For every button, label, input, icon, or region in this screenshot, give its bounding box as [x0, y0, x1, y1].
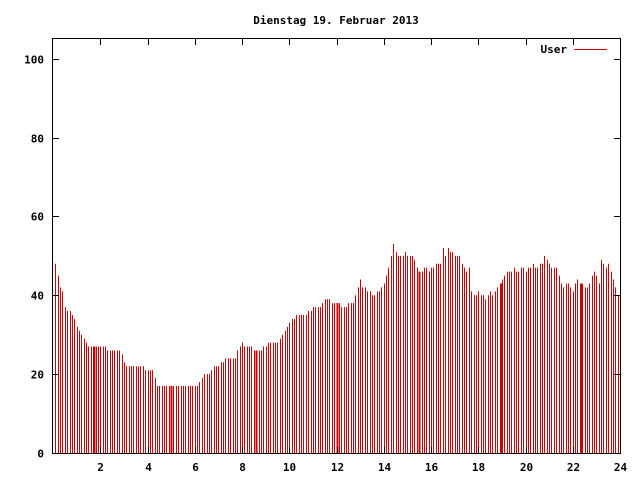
chart-title: Dienstag 19. Februar 2013 — [253, 14, 419, 27]
x-tick-label-14: 14 — [378, 461, 392, 474]
y-tick-label-80: 80 — [31, 133, 44, 146]
x-tick-label-8: 8 — [239, 461, 246, 474]
plot-frame — [52, 38, 621, 454]
y-tick-label-20: 20 — [31, 369, 44, 382]
y-tick-label-0: 0 — [37, 448, 44, 461]
legend: User — [541, 43, 607, 56]
x-tick-label-10: 10 — [283, 461, 296, 474]
spikes-group — [93, 271, 583, 453]
x-tick-label-2: 2 — [97, 461, 104, 474]
x-tick-label-12: 12 — [331, 461, 344, 474]
x-tick-label-16: 16 — [425, 461, 439, 474]
y-tick-label-100: 100 — [24, 54, 44, 67]
x-tick-label-24: 24 — [614, 461, 628, 474]
x-axis: 2 4 6 8 10 12 14 16 18 20 22 24 — [97, 39, 627, 474]
x-tick-label-6: 6 — [192, 461, 199, 474]
y-tick-label-60: 60 — [31, 211, 44, 224]
x-tick-label-18: 18 — [472, 461, 485, 474]
legend-label-user: User — [541, 43, 568, 56]
y-tick-label-40: 40 — [31, 290, 44, 303]
y-axis: 0 20 40 60 80 100 — [24, 54, 620, 461]
x-tick-label-22: 22 — [567, 461, 580, 474]
x-tick-label-4: 4 — [145, 461, 152, 474]
x-tick-label-20: 20 — [520, 461, 533, 474]
